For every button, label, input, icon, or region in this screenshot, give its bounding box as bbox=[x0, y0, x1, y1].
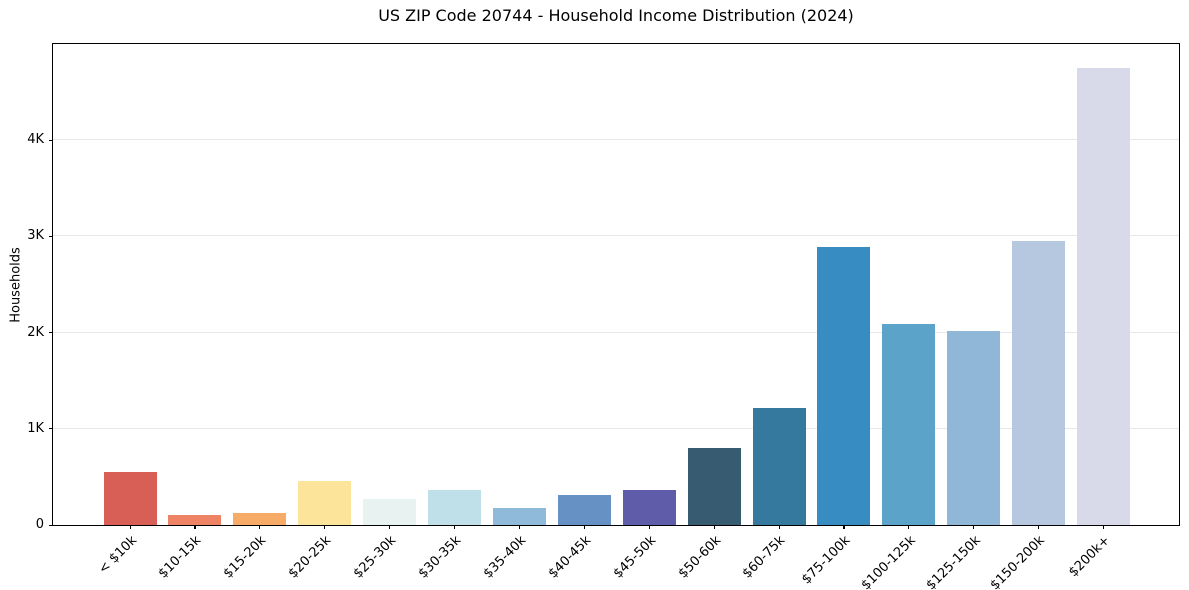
x-tick-label: $25-30k bbox=[350, 533, 400, 582]
bar-1 bbox=[168, 515, 222, 525]
bar-13 bbox=[947, 330, 1001, 525]
x-tick-mark bbox=[843, 525, 845, 529]
x-tick-mark bbox=[454, 525, 456, 529]
x-tick-label: $200k+ bbox=[1066, 533, 1114, 581]
x-tick-mark bbox=[518, 525, 521, 529]
bar-3 bbox=[298, 480, 352, 525]
x-tick-label: $30-35k bbox=[415, 533, 465, 582]
y-tick-mark bbox=[49, 524, 53, 526]
x-tick-label: < $10k bbox=[95, 533, 140, 578]
bar-11 bbox=[817, 246, 871, 525]
x-tick-mark bbox=[713, 525, 715, 529]
bar-15 bbox=[1077, 67, 1130, 525]
bar-0 bbox=[103, 472, 157, 525]
x-tick-label: $35-40k bbox=[480, 533, 530, 582]
x-tick-mark bbox=[389, 525, 391, 529]
x-tick-label: $50-60k bbox=[675, 533, 724, 582]
x-tick-mark bbox=[648, 525, 650, 529]
gridline bbox=[53, 427, 1179, 429]
x-tick-mark bbox=[778, 525, 780, 529]
y-tick-mark bbox=[49, 235, 53, 238]
y-tick-mark bbox=[49, 332, 53, 334]
gridline bbox=[53, 331, 1179, 333]
x-tick-mark bbox=[1038, 525, 1040, 529]
x-tick-label: $40-45k bbox=[545, 533, 594, 582]
x-tick-mark bbox=[1103, 525, 1105, 529]
y-tick-label: 2K bbox=[27, 324, 44, 340]
bar-9 bbox=[687, 448, 741, 525]
x-tick-mark bbox=[194, 525, 196, 529]
x-tick-mark bbox=[129, 525, 131, 529]
y-tick-label: 3K bbox=[27, 228, 44, 244]
y-tick-label: 0 bbox=[35, 517, 44, 532]
gridline bbox=[53, 235, 1179, 237]
gridline bbox=[53, 139, 1179, 141]
chart-title: US ZIP Code 20744 - Household Income Dis… bbox=[378, 6, 854, 25]
y-tick-mark bbox=[49, 428, 53, 430]
y-tick-label: 4K bbox=[27, 132, 44, 148]
x-tick-mark bbox=[259, 525, 261, 529]
x-tick-label: $125-150k bbox=[923, 533, 984, 590]
bar-5 bbox=[428, 490, 481, 525]
x-tick-label: $10-15k bbox=[156, 533, 205, 582]
x-tick-label: $100-125k bbox=[858, 533, 919, 590]
x-tick-label: $150-200k bbox=[988, 533, 1049, 590]
x-tick-mark bbox=[324, 525, 326, 529]
x-tick-mark bbox=[908, 525, 910, 529]
x-tick-mark bbox=[583, 525, 585, 529]
bar-14 bbox=[1012, 240, 1066, 525]
x-tick-mark bbox=[973, 525, 975, 529]
bar-2 bbox=[233, 512, 287, 525]
x-tick-label: $60-75k bbox=[740, 533, 789, 582]
bar-12 bbox=[882, 323, 936, 525]
bar-8 bbox=[622, 490, 676, 525]
plot-area bbox=[52, 43, 1180, 526]
bar-10 bbox=[752, 408, 806, 525]
y-tick-mark bbox=[49, 139, 53, 141]
x-tick-label: $45-50k bbox=[610, 533, 659, 582]
bar-4 bbox=[363, 499, 417, 525]
x-tick-label: $20-25k bbox=[285, 533, 335, 582]
x-tick-label: $15-20k bbox=[220, 533, 270, 582]
y-axis-label: Households bbox=[8, 247, 24, 323]
bar-7 bbox=[557, 494, 611, 525]
x-tick-label: $75-100k bbox=[799, 533, 854, 588]
bar-6 bbox=[492, 507, 546, 525]
y-tick-label: 1K bbox=[27, 420, 44, 436]
